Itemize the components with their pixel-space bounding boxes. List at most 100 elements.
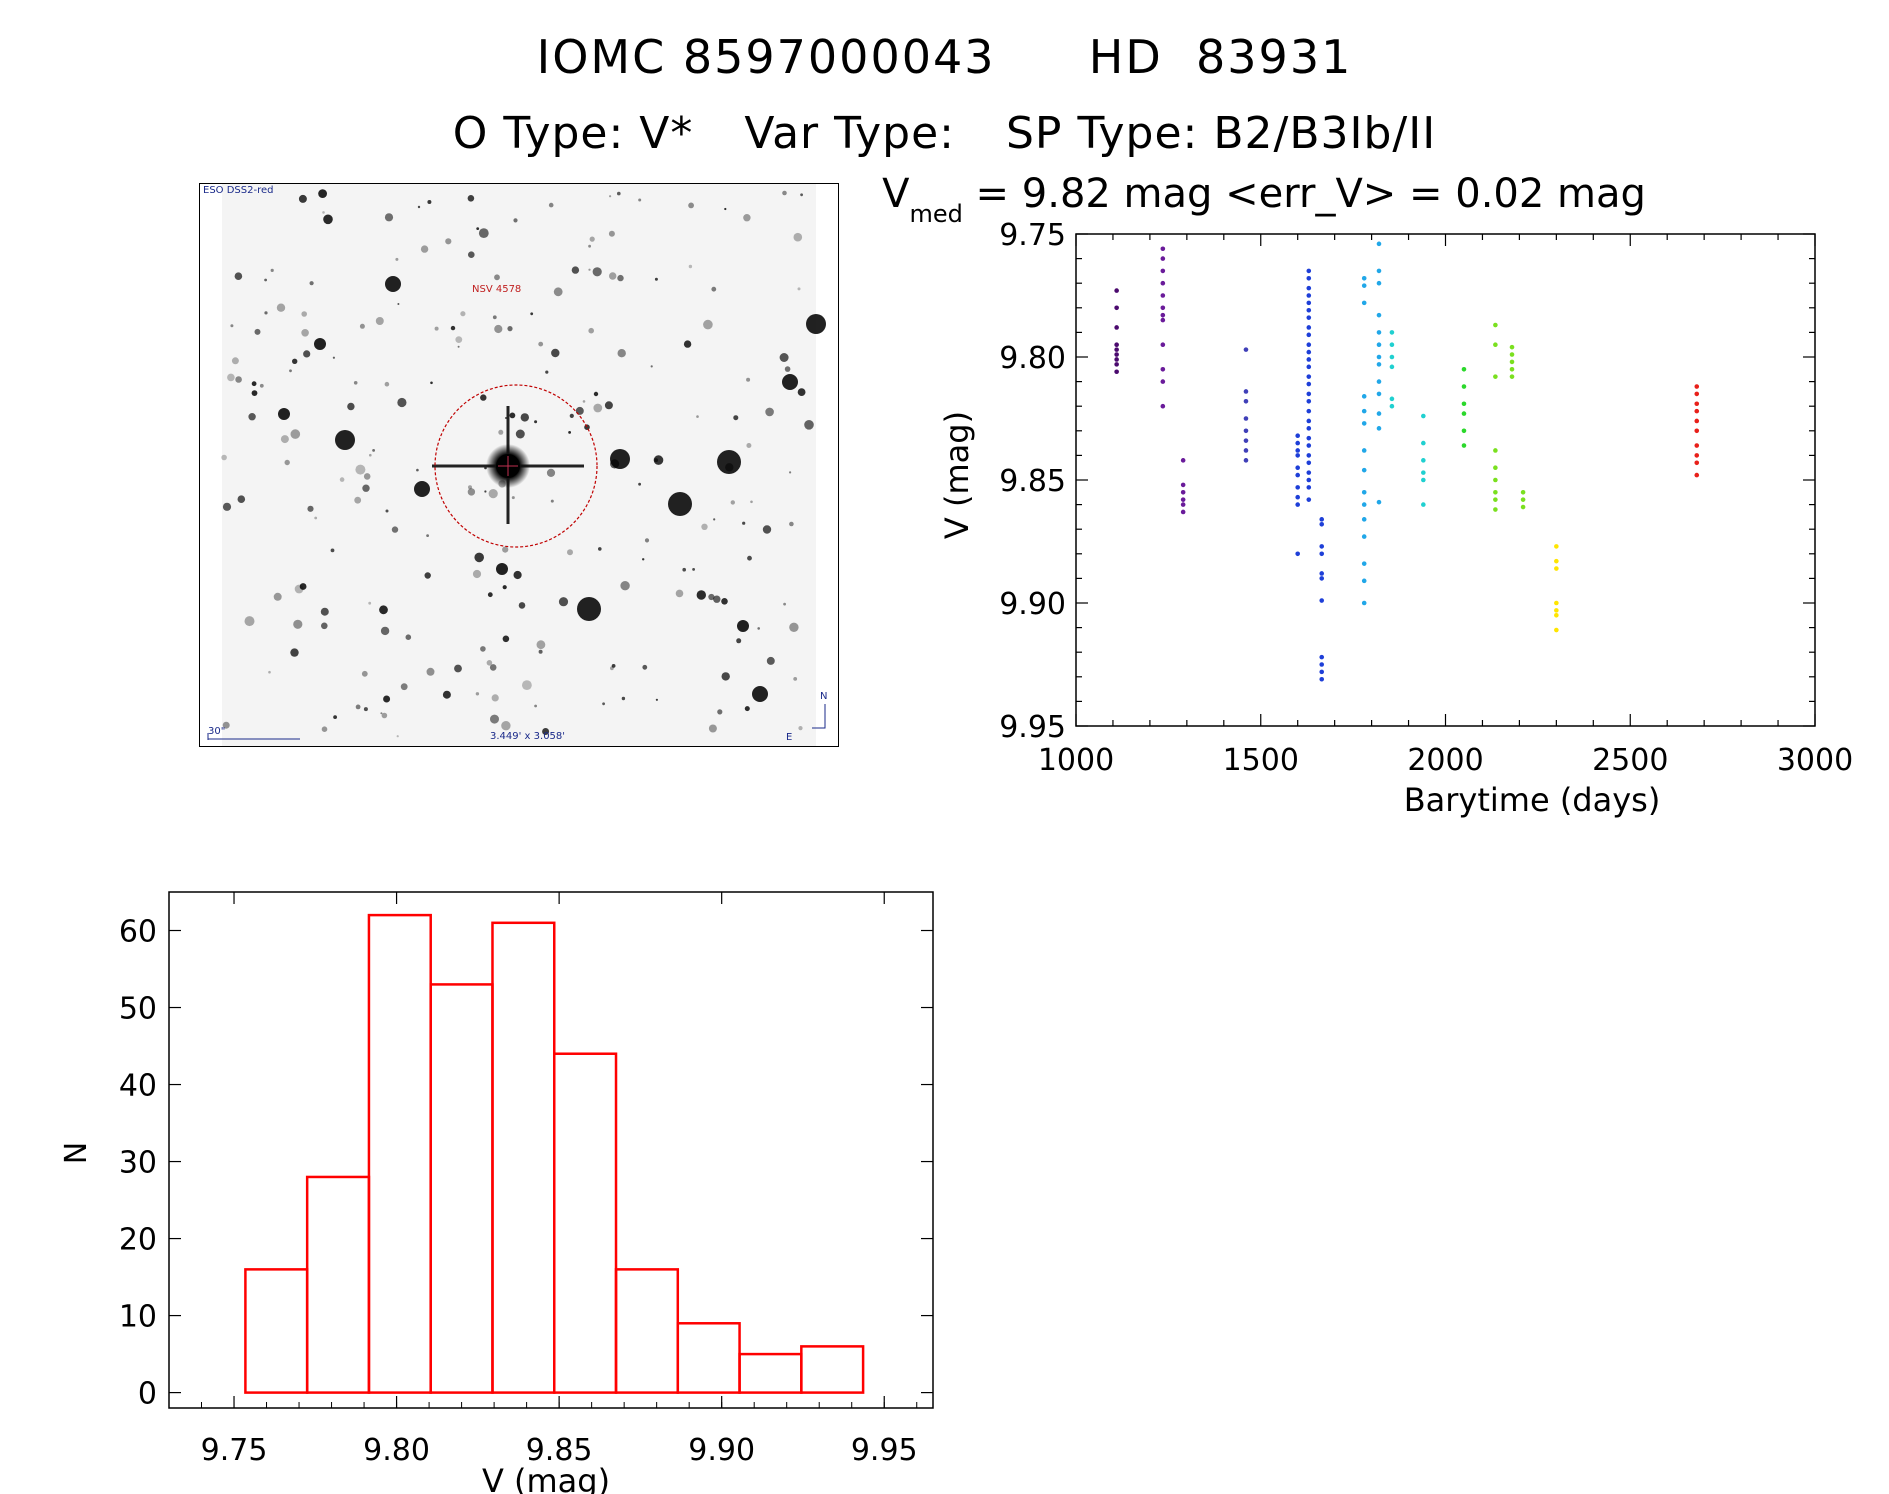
field-star — [743, 214, 751, 222]
light-curve-point — [1361, 421, 1367, 426]
light-curve-point — [1361, 408, 1367, 414]
light-curve-point — [1306, 293, 1312, 298]
field-star — [611, 664, 616, 668]
light-curve-point — [1306, 307, 1312, 313]
light-curve-point — [1376, 391, 1382, 397]
field-star — [391, 526, 399, 533]
field-star — [653, 455, 664, 465]
field-star — [571, 266, 580, 274]
vmed-rest: = 9.82 mag <err_V> = 0.02 mag — [963, 171, 1646, 217]
field-star — [638, 482, 641, 486]
field-star — [538, 649, 543, 654]
field-star — [424, 572, 431, 579]
light-curve-point — [1389, 330, 1395, 335]
field-star — [598, 547, 602, 551]
light-curve-point — [1306, 477, 1312, 483]
field-star — [621, 696, 626, 701]
light-curve-point — [1554, 600, 1559, 606]
light-curve-point — [1461, 411, 1467, 416]
field-star — [609, 195, 612, 198]
object-type: O Type: V* — [452, 108, 694, 159]
field-star — [717, 450, 741, 474]
light-curve-point — [1319, 654, 1325, 660]
field-star — [742, 521, 746, 525]
light-curve-point — [1160, 317, 1166, 323]
field-star — [397, 397, 407, 408]
light-curve-point — [1376, 280, 1382, 286]
light-curve-point — [1376, 411, 1382, 416]
field-star — [610, 459, 620, 469]
field-star — [490, 714, 499, 724]
histogram-bar — [553, 1052, 618, 1394]
field-star — [301, 329, 309, 337]
field-star — [797, 287, 801, 291]
field-star — [264, 278, 267, 282]
light-curve-point — [1243, 398, 1249, 404]
field-star — [752, 686, 768, 702]
field-star — [420, 245, 429, 253]
field-star — [568, 431, 571, 434]
field-star — [575, 406, 584, 415]
light-curve-point — [1306, 374, 1312, 379]
field-star — [380, 712, 383, 715]
field-star — [800, 193, 803, 197]
light-curve-point — [1361, 578, 1367, 584]
light-curve-point — [1493, 490, 1498, 495]
field-star — [513, 218, 518, 223]
light-curve-point — [1306, 418, 1312, 424]
light-curve-point — [1160, 403, 1166, 409]
field-star — [530, 312, 534, 316]
y-tick-label: 30 — [119, 1146, 157, 1181]
field-star — [332, 356, 335, 359]
light-curve-point — [1509, 374, 1515, 379]
field-star — [221, 454, 227, 461]
light-curve-point — [1493, 374, 1498, 379]
light-curve-point — [1493, 465, 1498, 471]
field-star — [617, 274, 624, 282]
light-curve-point — [1361, 561, 1367, 566]
field-star — [434, 326, 439, 331]
light-curve-point — [1306, 443, 1312, 448]
field-star — [445, 238, 452, 245]
field-star — [355, 464, 366, 475]
field-star — [467, 488, 476, 496]
sky-image-stamp: ESO DSS2-red NSV 4578 30" 3.449' x 3.058… — [199, 183, 839, 747]
light-curve-point — [1180, 497, 1186, 502]
field-star — [339, 477, 345, 482]
vmed-symbol: V — [882, 171, 910, 217]
light-curve-point — [1306, 349, 1312, 355]
histogram-bar — [738, 1352, 803, 1394]
field-star — [546, 468, 556, 477]
field-star — [569, 413, 574, 418]
field-star — [515, 429, 525, 439]
field-star — [502, 585, 507, 590]
field-star — [491, 694, 499, 702]
light-curve-point — [1306, 357, 1312, 362]
field-star — [538, 341, 544, 347]
light-curve-point — [1114, 362, 1119, 367]
field-star — [457, 345, 460, 348]
field-star — [369, 453, 372, 457]
field-star — [655, 698, 658, 701]
light-curve-point — [1160, 268, 1166, 274]
field-star — [558, 597, 569, 607]
star-type-title: O Type: V* Var Type: SP Type: B2/B3Ib/II — [0, 108, 1889, 159]
field-star — [509, 412, 516, 419]
field-star — [551, 348, 560, 358]
light-curve-point — [1319, 669, 1325, 675]
vmed-subscript: med — [909, 200, 962, 228]
field-star — [588, 268, 591, 271]
light-curve-point — [1319, 676, 1325, 682]
field-star — [746, 443, 752, 448]
field-star — [593, 403, 603, 413]
light-curve-point — [1114, 369, 1119, 375]
light-curve-point — [1421, 440, 1426, 446]
field-star — [237, 495, 246, 504]
light-curve-point — [1376, 342, 1382, 348]
field-star — [494, 324, 503, 334]
field-star — [683, 340, 692, 348]
field-star — [278, 408, 290, 420]
field-star — [793, 232, 803, 242]
light-curve-point — [1114, 357, 1119, 362]
field-star — [347, 402, 355, 411]
